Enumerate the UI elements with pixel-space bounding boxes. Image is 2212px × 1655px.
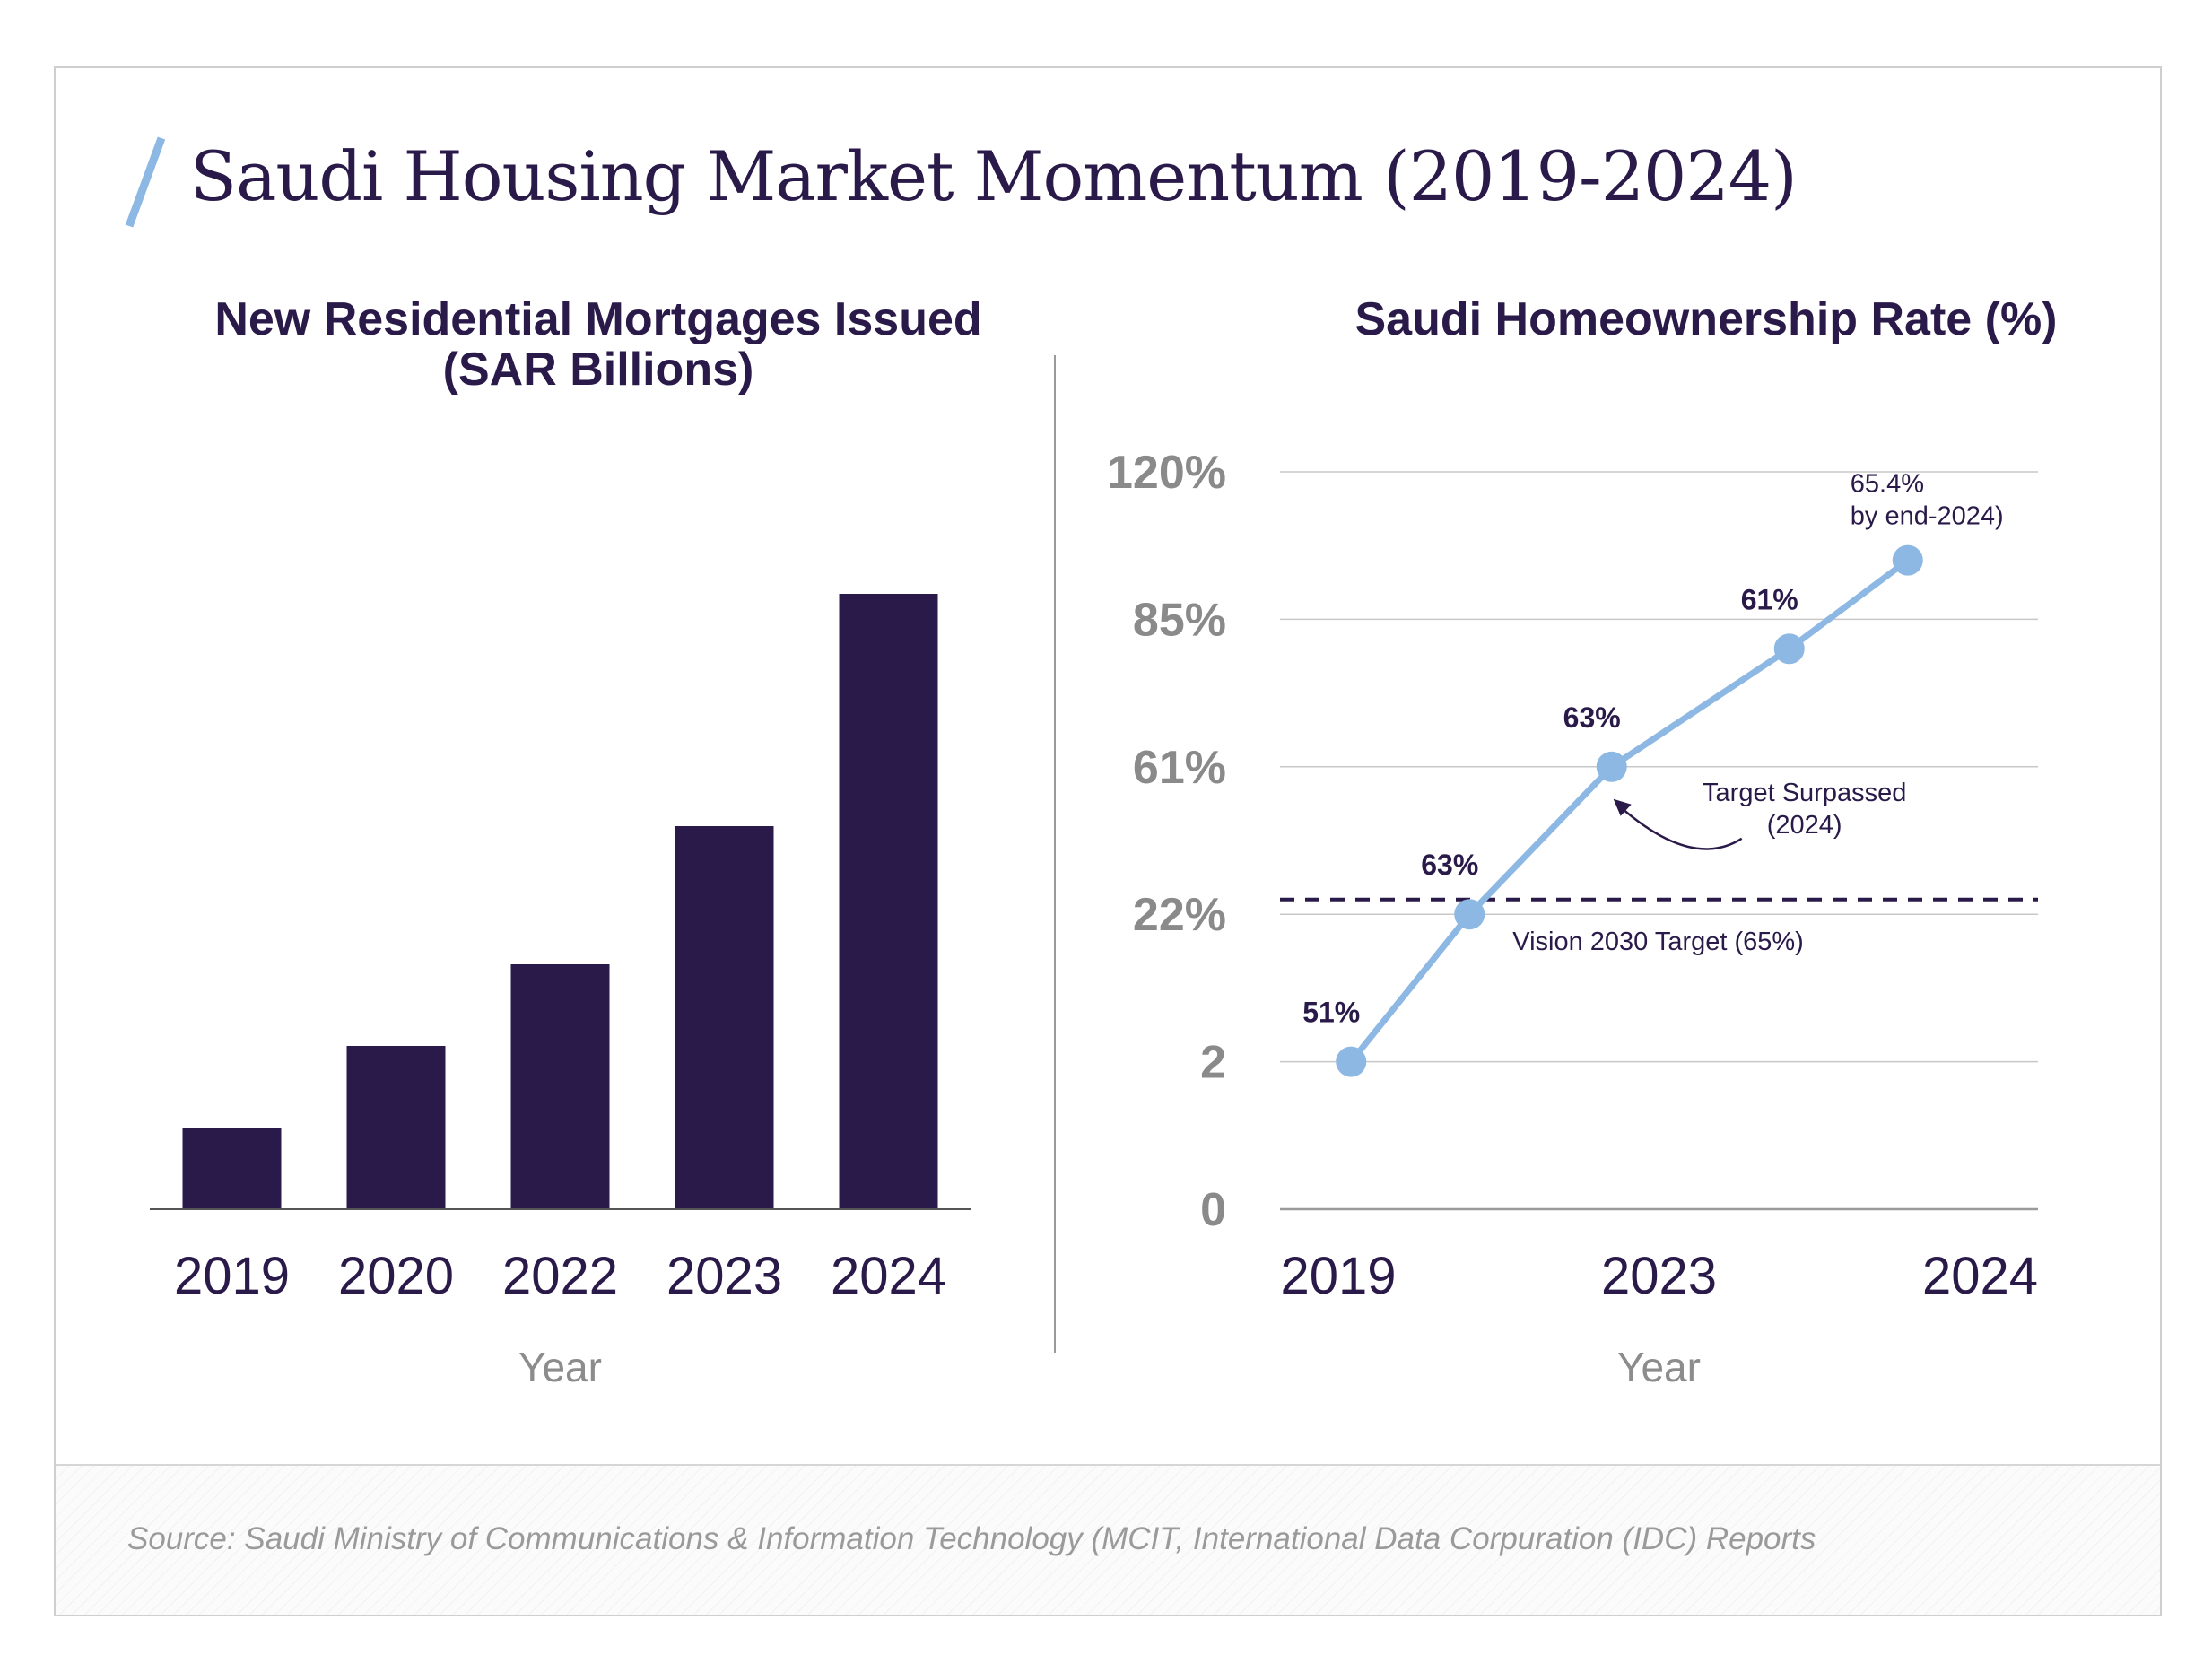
- annotation-line2: (2024): [1767, 811, 1842, 840]
- bar: [839, 594, 938, 1209]
- data-point: [1336, 1046, 1367, 1077]
- bar: [182, 1128, 282, 1209]
- page-title: Saudi Housing Market Momentum (2019-2024…: [190, 136, 1798, 216]
- footer: Source: Saudi Ministry of Communications…: [56, 1464, 2160, 1615]
- x-tick-label: 2023: [1601, 1247, 1717, 1305]
- annotation-arrowhead: [1613, 798, 1632, 816]
- panel-divider: [1054, 355, 1056, 1353]
- annotation-line1: Target Surpassed: [1703, 779, 1906, 807]
- x-tick-label: 2024: [1922, 1247, 2038, 1305]
- y-tick-label: 2: [1200, 1037, 1226, 1089]
- x-tick-label: 2022: [502, 1247, 618, 1305]
- data-point: [1454, 899, 1485, 930]
- x-tick-label: 2024: [831, 1247, 946, 1305]
- x-tick-label: 2019: [174, 1247, 290, 1305]
- x-axis-title: Year: [1617, 1344, 1701, 1390]
- y-tick-label: 22%: [1133, 889, 1226, 941]
- data-label: 51%: [1302, 997, 1360, 1029]
- data-label: 63%: [1421, 849, 1478, 881]
- annotation-arrow: [1619, 806, 1743, 850]
- data-point: [1596, 751, 1627, 782]
- y-tick-label: 85%: [1133, 594, 1226, 646]
- x-tick-label: 2023: [666, 1247, 782, 1305]
- end-label-note: by end-2024): [1851, 502, 2004, 531]
- y-tick-label: 120%: [1107, 447, 1226, 499]
- charts-canvas: 2019 2020 2022 2023 2024 Year 0 2 22% 61% 85% 120% 2…: [150, 447, 2038, 1390]
- bar-chart-title-line1: New Residential Mortgages Issued: [214, 293, 982, 345]
- bar: [675, 826, 774, 1209]
- bar-chart-title-line2: (SAR Billions): [442, 344, 754, 396]
- data-point: [1892, 544, 1923, 576]
- x-tick-label: 2020: [338, 1247, 454, 1305]
- bar-chart-title: New Residential Mortgages Issued (SAR Bi…: [127, 294, 1069, 395]
- y-tick-label: 0: [1200, 1184, 1226, 1236]
- bar: [346, 1046, 446, 1209]
- data-label: 63%: [1563, 701, 1621, 734]
- title-row: Saudi Housing Market Momentum (2019-2024…: [118, 122, 2092, 248]
- y-tick-label: 61%: [1133, 742, 1226, 794]
- data-label: 61%: [1741, 583, 1798, 615]
- data-point: [1773, 633, 1805, 665]
- x-axis-title: Year: [518, 1344, 602, 1390]
- target-label: Vision 2030 Target (65%): [1512, 928, 1804, 956]
- source-note: Source: Saudi Ministry of Communications…: [127, 1521, 1816, 1556]
- bar: [510, 964, 610, 1209]
- line-chart-title: Saudi Homeownership Rate (%): [1354, 293, 2058, 345]
- slash-icon: [125, 136, 166, 228]
- chart-card: Saudi Housing Market Momentum (2019-2024…: [54, 66, 2162, 1616]
- end-label-value: 65.4%: [1851, 470, 1924, 499]
- x-tick-label: 2019: [1280, 1247, 1396, 1305]
